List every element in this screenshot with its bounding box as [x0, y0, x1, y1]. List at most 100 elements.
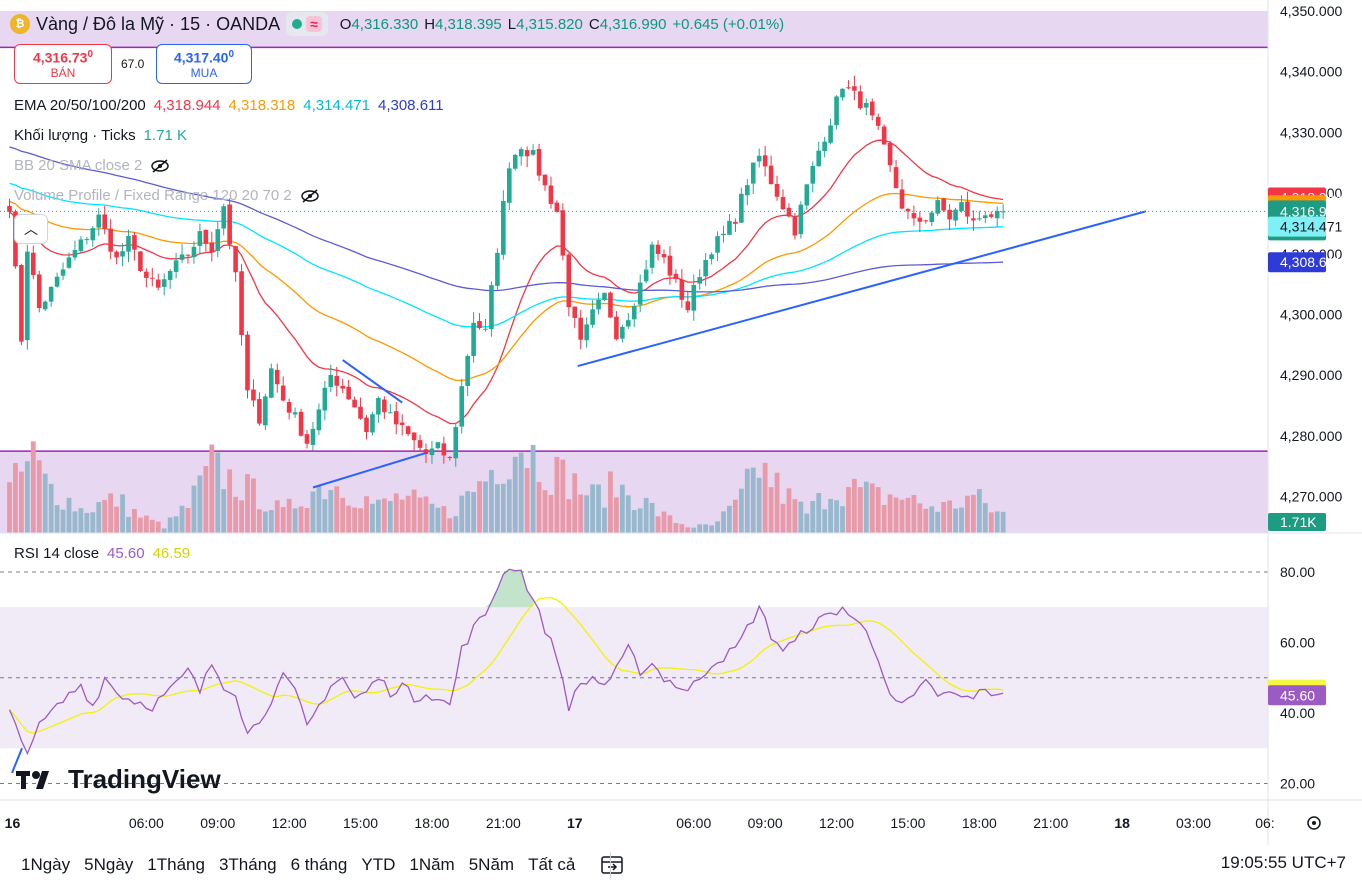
volume-bar [756, 477, 762, 533]
vp-label: Volume Profile / Fixed Range 120 20 70 2 [14, 187, 292, 204]
candle-body [524, 150, 530, 157]
candle-body [227, 204, 232, 245]
time-tick-label: 15:00 [890, 815, 925, 831]
candle-body [251, 389, 256, 401]
candle-body [25, 251, 30, 341]
candle-body [941, 198, 946, 211]
range-5y[interactable]: 5Năm [468, 855, 515, 874]
volume-bar [846, 486, 851, 533]
candle-body [411, 432, 417, 441]
candle-body [441, 443, 447, 456]
volume-bar [810, 501, 816, 533]
hidden-eye-icon[interactable] [300, 188, 320, 203]
candle-body [798, 204, 804, 235]
time-tick-label: 09:00 [748, 815, 783, 831]
candle-body [90, 228, 96, 241]
candle-body [530, 150, 536, 155]
volume-legend[interactable]: Khối lượng · Ticks 1.71 K [14, 127, 187, 144]
candle-body [209, 242, 215, 253]
candle-body [822, 141, 827, 152]
candle-body [869, 101, 875, 116]
tradingview-logo[interactable]: TradingView [16, 764, 221, 795]
ema200-line [9, 146, 1004, 293]
candle-body [756, 155, 762, 162]
range-6m[interactable]: 6 tháng [290, 855, 348, 874]
range-all[interactable]: Tất cả [528, 855, 576, 874]
collapse-legend-button[interactable]: ︿ [14, 214, 48, 244]
ema100-line [9, 182, 1004, 328]
volume-bar [869, 483, 875, 533]
volume-bar [828, 498, 833, 533]
volume-bar [619, 484, 625, 533]
candle-body [334, 375, 340, 386]
candle-body [893, 167, 899, 189]
market-status[interactable]: ≈ [286, 12, 328, 36]
candle-body [661, 253, 667, 258]
volume-bar [24, 461, 30, 533]
chevron-up-icon: ︿ [24, 221, 38, 237]
candle-body [191, 246, 197, 258]
volume-bar [804, 513, 810, 533]
range-5d[interactable]: 5Ngày [84, 855, 134, 874]
range-1m[interactable]: 1Tháng [147, 855, 205, 874]
time-tick-label: 21:00 [486, 815, 521, 831]
clock[interactable]: 19:05:55 UTC+7 [1220, 853, 1346, 872]
rsi-legend[interactable]: RSI 14 close 45.60 46.59 [14, 545, 190, 562]
hidden-eye-icon[interactable] [150, 158, 170, 173]
time-tick-label: 06:00 [676, 815, 711, 831]
candle-body [554, 202, 560, 212]
sell-button[interactable]: 4,316.730 BÁN [14, 44, 112, 84]
sell-price: 4,316.73 [32, 49, 88, 66]
ohlc-value: 4,316.990 [599, 15, 667, 33]
candle-body [269, 368, 274, 398]
candle-body [584, 324, 589, 341]
volume-profile-legend[interactable]: Volume Profile / Fixed Range 120 20 70 2 [14, 187, 320, 204]
volume-bar [923, 508, 929, 533]
range-1d[interactable]: 1Ngày [21, 855, 71, 874]
volume-bar [590, 484, 595, 533]
range-3m[interactable]: 3Tháng [218, 855, 277, 874]
candle-body [144, 271, 149, 278]
range-ytd[interactable]: YTD [361, 855, 396, 874]
volume-bar [768, 487, 774, 533]
candle-body [423, 449, 429, 455]
candle-body [179, 254, 185, 260]
volume-bar [233, 496, 238, 533]
candle-body [316, 409, 322, 431]
buy-price: 4,317.40 [173, 49, 229, 66]
goto-date-icon[interactable] [600, 855, 624, 875]
sell-label: BÁN [50, 65, 76, 80]
candle-body [48, 286, 54, 302]
ohlc-value: 4,315.820 [516, 15, 583, 33]
wave-icon: ≈ [306, 16, 322, 32]
volume-bar [673, 523, 679, 533]
trendline [342, 359, 403, 404]
volume-bar [982, 503, 988, 533]
volume-bar [524, 468, 530, 533]
candle-body [108, 228, 113, 252]
candle-body [727, 220, 732, 235]
volume-bar [143, 515, 149, 533]
volume-badge: 1.71K [1280, 514, 1317, 530]
volume-bar [584, 495, 590, 533]
time-tick-label: 17 [567, 815, 583, 831]
candle-body [507, 168, 512, 203]
volume-bar [542, 490, 548, 533]
candle-body [977, 218, 982, 220]
candle-body [304, 434, 310, 444]
ema-legend[interactable]: EMA 20/50/100/200 4,318.944 4,318.318 4,… [14, 97, 444, 114]
volume-bar [179, 505, 185, 533]
volume-bar [280, 507, 286, 533]
volume-bar [262, 511, 268, 533]
buy-button[interactable]: 4,317.400 MUA [156, 44, 252, 84]
volume-bar [471, 492, 476, 533]
range-1y[interactable]: 1Năm [409, 855, 455, 874]
chart-canvas[interactable]: 4,350.0004,340.0004,330.0004,320.0004,31… [0, 0, 1362, 845]
bb-legend[interactable]: BB 20 SMA close 2 [14, 157, 170, 174]
volume-bar [697, 524, 703, 533]
candle-body [709, 254, 714, 260]
volume-bar [274, 500, 280, 533]
symbol-title[interactable]: Vàng / Đô la Mỹ · 15 · OANDA [36, 13, 281, 34]
candle-body [935, 200, 940, 214]
candle-body [792, 216, 798, 236]
